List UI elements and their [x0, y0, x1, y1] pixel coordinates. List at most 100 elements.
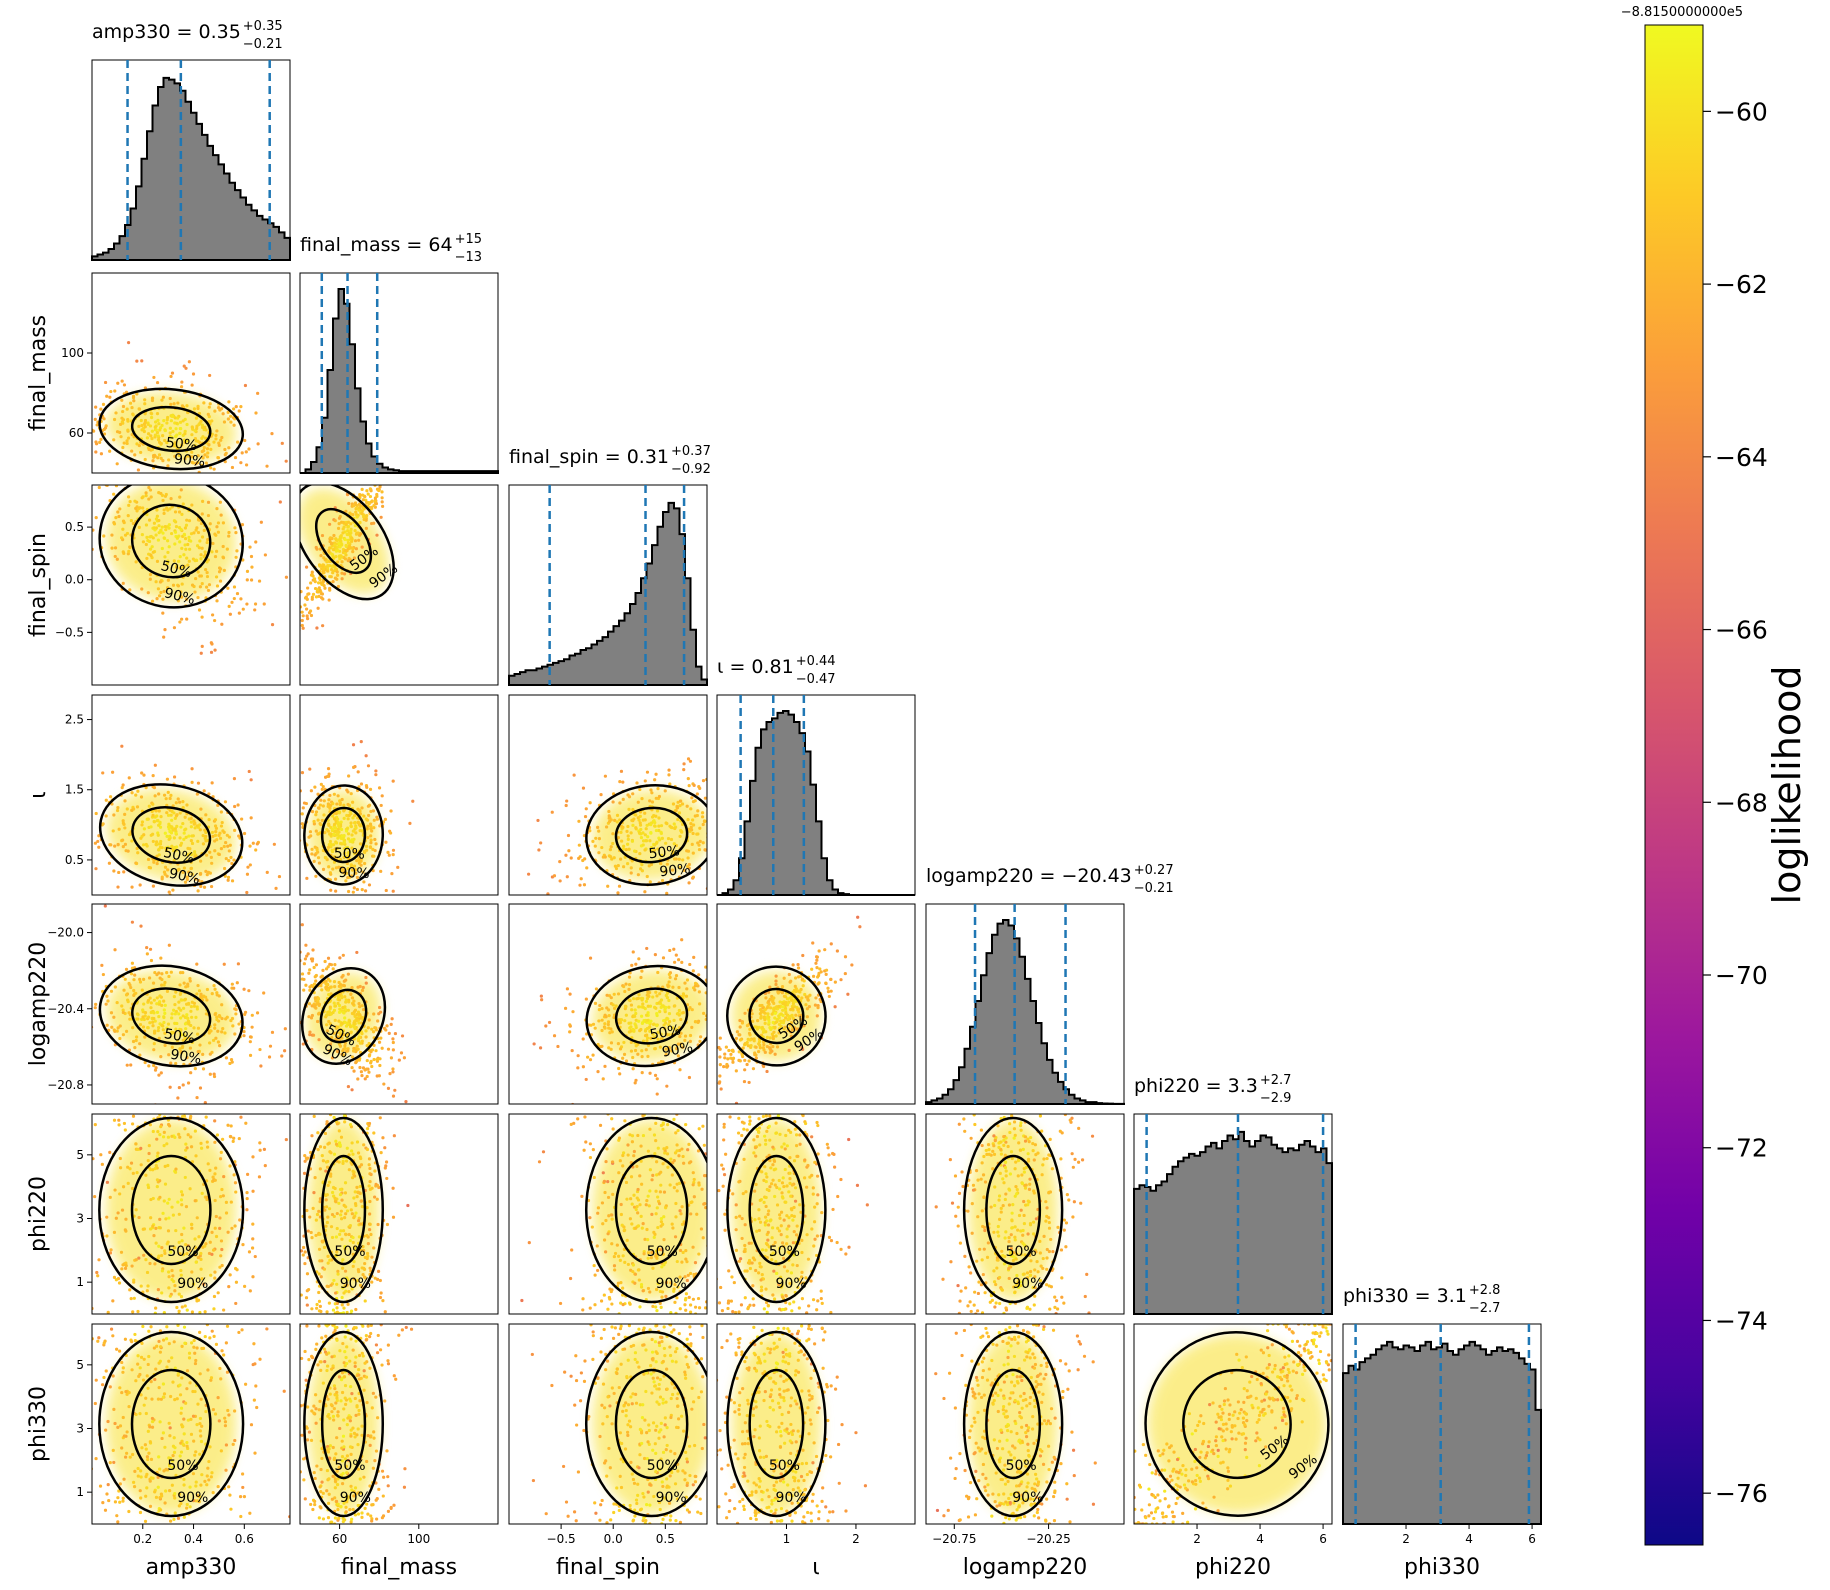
- histogram-title-phi220: phi220 = 3.3: [1134, 1075, 1258, 1097]
- sample-point: [310, 852, 314, 856]
- sample-point: [375, 1197, 379, 1201]
- sample-point: [122, 383, 127, 387]
- sample-point: [637, 1019, 641, 1023]
- sample-point: [205, 853, 209, 857]
- sample-point: [636, 1052, 640, 1056]
- sample-point: [129, 1296, 133, 1301]
- sample-point: [300, 590, 303, 594]
- sample-point: [111, 1299, 115, 1303]
- sample-point: [128, 983, 132, 987]
- sample-point: [48, 494, 51, 497]
- sample-point: [314, 973, 318, 978]
- sample-point: [659, 1059, 663, 1064]
- sample-point: [94, 811, 98, 816]
- sample-point: [113, 554, 117, 559]
- sample-point: [216, 530, 221, 534]
- sample-point: [652, 819, 656, 823]
- sample-point: [138, 506, 142, 510]
- sample-point: [363, 1077, 367, 1081]
- sample-point: [160, 525, 164, 529]
- sample-point: [645, 1036, 650, 1040]
- sample-point: [257, 1175, 262, 1179]
- sample-point: [129, 985, 133, 990]
- sample-point: [194, 1015, 198, 1019]
- sample-point: [142, 1002, 146, 1006]
- sample-point: [133, 973, 137, 977]
- sample-point: [249, 554, 254, 559]
- sample-point: [93, 841, 98, 845]
- sample-point: [681, 992, 686, 996]
- sample-point: [375, 492, 379, 497]
- sample-point: [190, 1015, 194, 1019]
- sample-point: [648, 799, 652, 803]
- sample-point: [255, 842, 259, 846]
- sample-point: [214, 1036, 218, 1040]
- sample-point: [136, 1147, 140, 1151]
- sample-point: [222, 962, 226, 966]
- sample-point: [333, 565, 337, 569]
- sample-point: [343, 851, 347, 855]
- sample-point: [280, 1054, 284, 1058]
- sample-point: [764, 996, 768, 1000]
- contour-label: 50%: [159, 558, 193, 581]
- sample-point: [149, 495, 153, 499]
- sample-point: [648, 1029, 652, 1033]
- sample-point: [312, 1114, 316, 1118]
- sample-point: [245, 872, 250, 876]
- histogram-logamp220: logamp220 = −20.43 +0.27−0.21: [925, 863, 1174, 1105]
- sample-point: [316, 581, 321, 585]
- sample-point: [209, 855, 213, 860]
- sample-point: [629, 1049, 634, 1053]
- panel-frame: [299, 694, 499, 896]
- sample-point: [314, 963, 319, 967]
- sample-point: [243, 1012, 247, 1017]
- sample-point: [349, 1031, 353, 1035]
- sample-point: [148, 947, 153, 951]
- sample-point: [168, 396, 172, 401]
- sample-point: [208, 522, 212, 526]
- sample-point: [340, 571, 344, 575]
- sample-point: [627, 983, 632, 987]
- sample-point: [355, 950, 359, 955]
- sample-point: [213, 1276, 217, 1280]
- sample-point: [177, 1292, 181, 1296]
- sample-point: [231, 1139, 235, 1143]
- sample-point: [354, 831, 358, 835]
- contour-label: 90%: [338, 865, 370, 882]
- sample-point: [333, 519, 337, 523]
- sample-point: [336, 827, 340, 831]
- sample-point: [322, 1245, 327, 1249]
- sample-point: [270, 432, 274, 436]
- sample-point: [166, 1135, 171, 1139]
- sample-point: [324, 856, 328, 860]
- sample-point: [188, 547, 192, 551]
- sample-point: [196, 595, 200, 600]
- sample-point: [201, 435, 205, 439]
- sample-point: [316, 606, 320, 610]
- sample-point: [156, 438, 161, 442]
- sample-point: [165, 971, 169, 975]
- sample-point: [326, 1261, 330, 1265]
- sample-point: [142, 429, 146, 434]
- sample-point: [209, 466, 213, 470]
- sample-point: [366, 835, 370, 840]
- sample-point: [317, 832, 321, 836]
- sample-point: [129, 1161, 134, 1165]
- sample-point: [230, 982, 234, 986]
- sample-point: [172, 519, 177, 523]
- sample-point: [206, 588, 211, 593]
- sample-point: [216, 406, 221, 410]
- sample-point: [373, 848, 377, 853]
- sample-point: [141, 1025, 146, 1029]
- sample-point: [148, 488, 153, 492]
- sample-point: [833, 980, 837, 984]
- sample-point: [237, 1022, 241, 1026]
- sample-point: [302, 1171, 307, 1175]
- sample-point: [244, 450, 248, 454]
- sample-point: [771, 1034, 775, 1039]
- sample-point: [711, 822, 714, 825]
- sample-point: [235, 591, 240, 596]
- sample-point: [258, 1141, 262, 1145]
- sample-point: [215, 991, 219, 995]
- panel-frame: [91, 272, 291, 474]
